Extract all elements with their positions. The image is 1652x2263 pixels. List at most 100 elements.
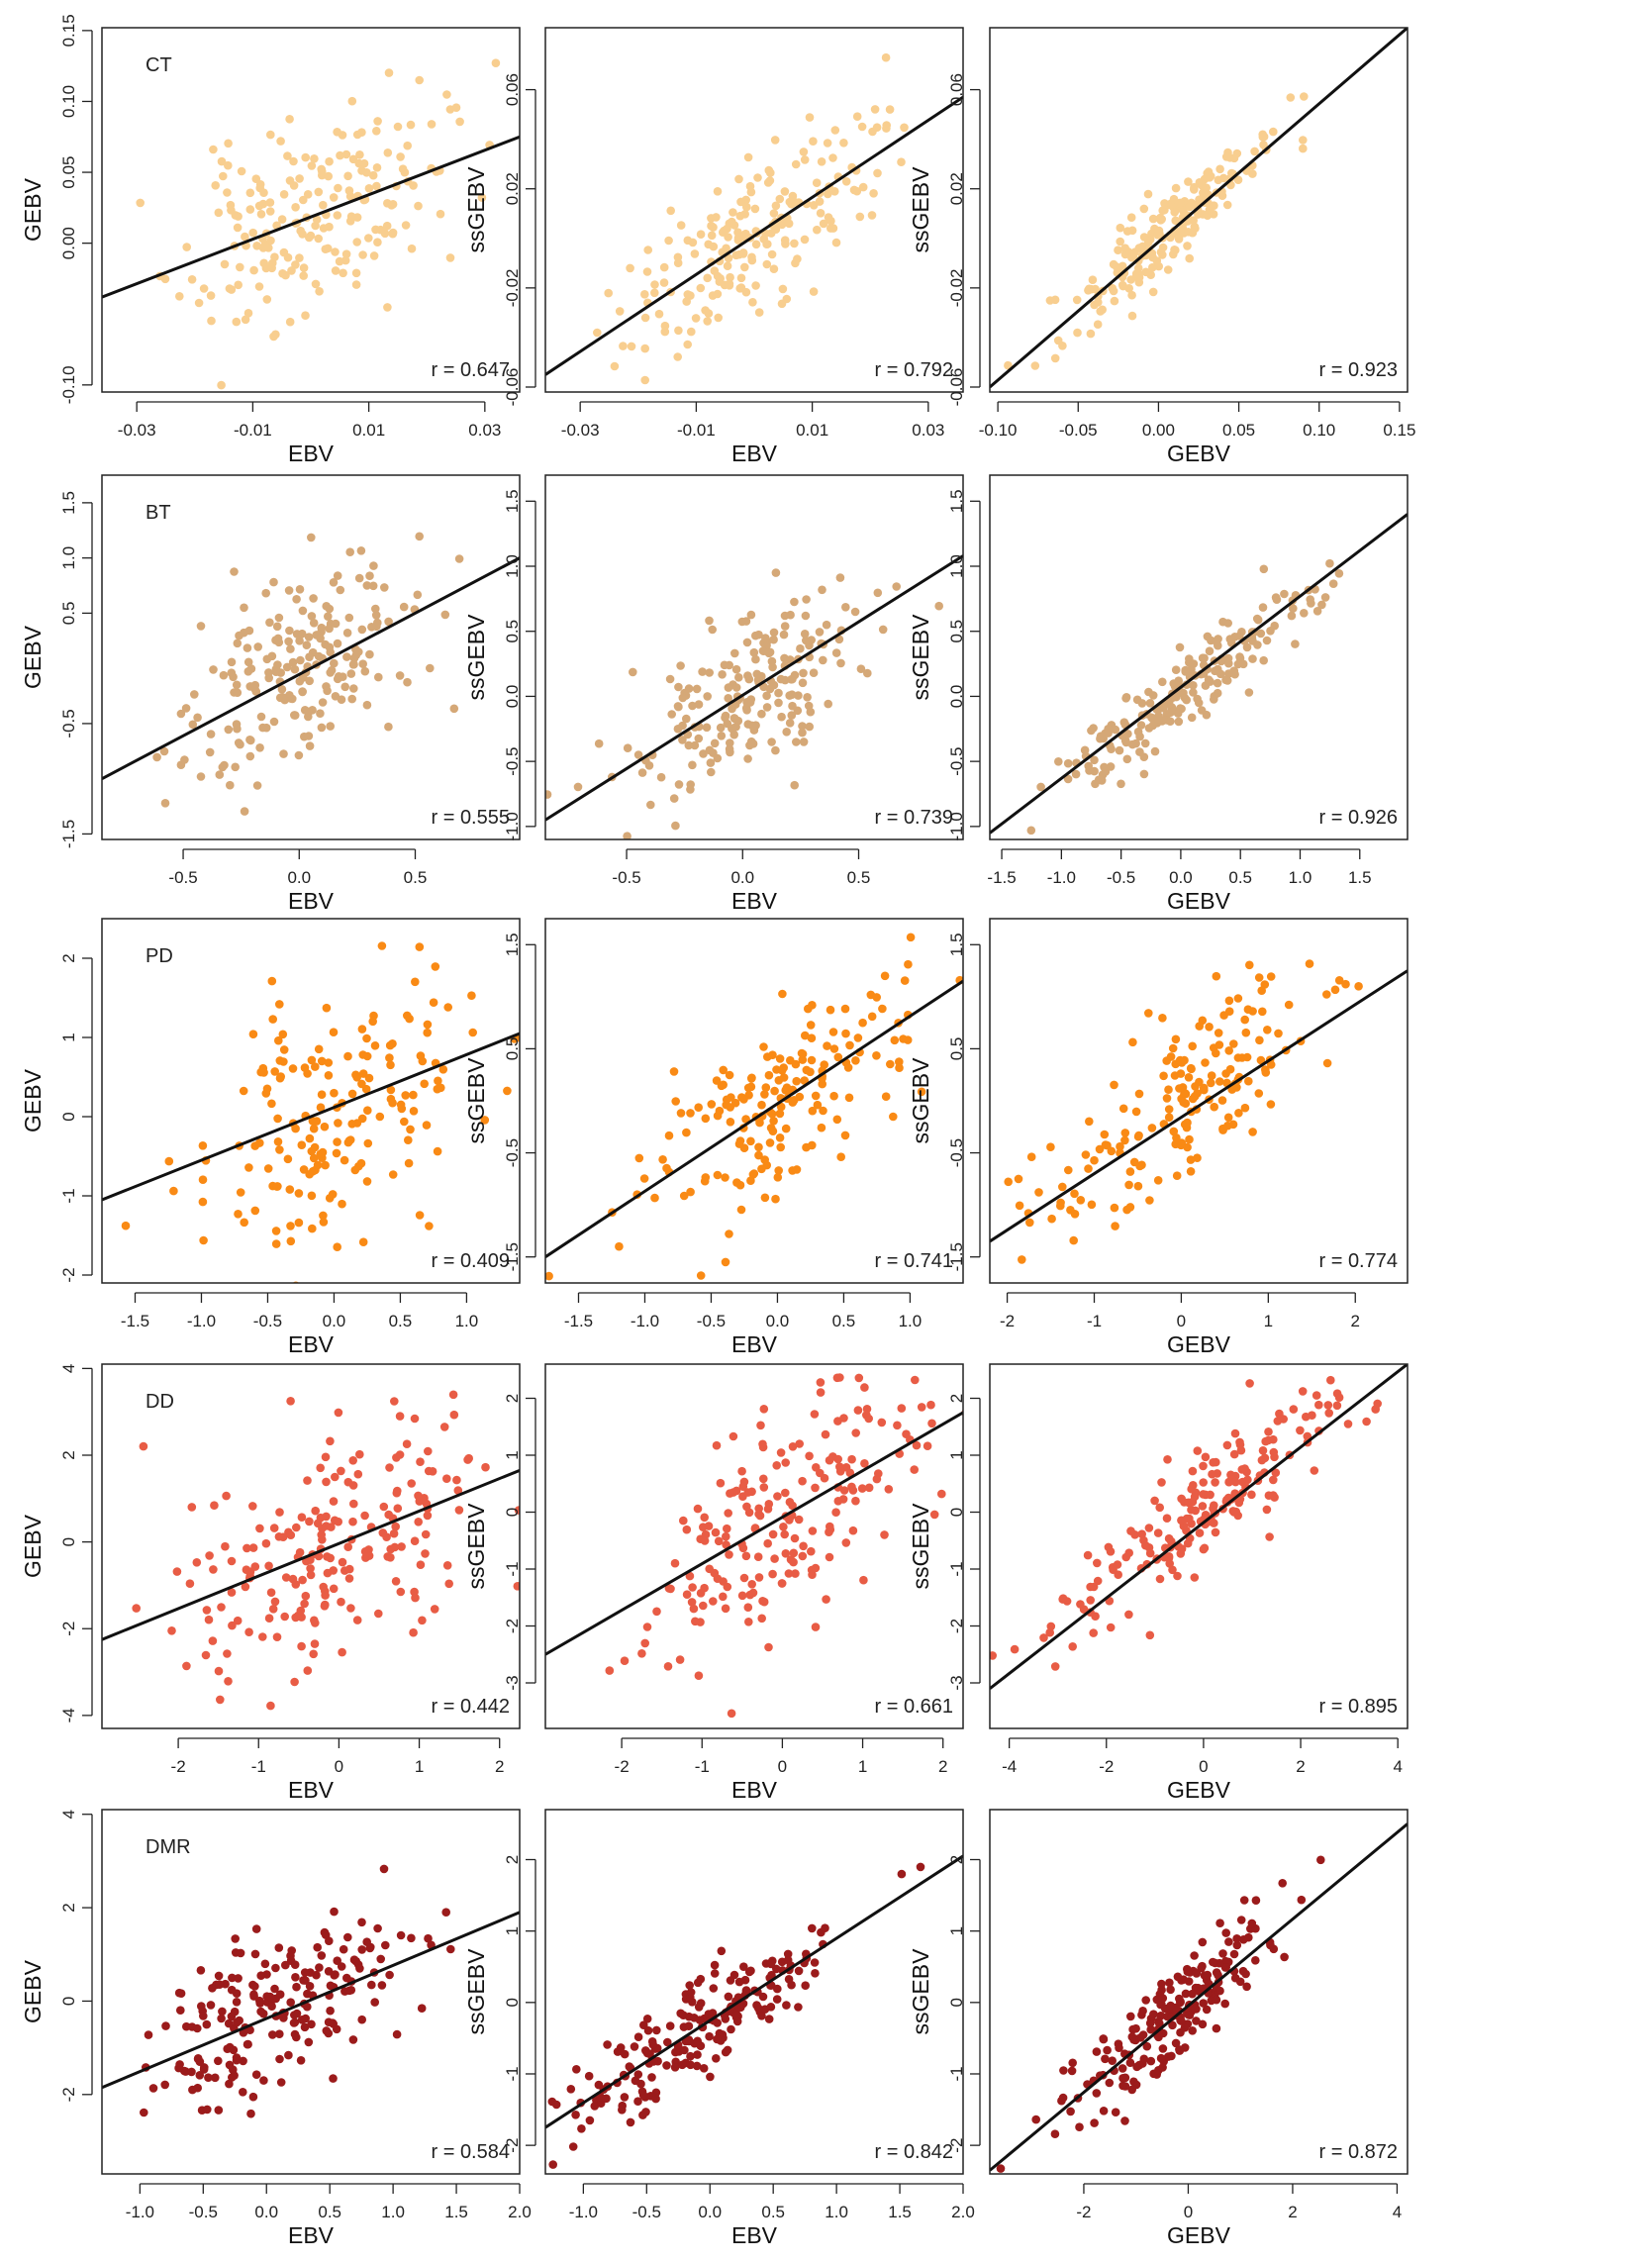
data-point [255,1524,264,1533]
data-point [276,137,285,146]
data-point [1198,2019,1208,2029]
data-point [1118,1104,1128,1114]
data-point [1153,1528,1163,1537]
data-point [1093,320,1103,330]
data-point [698,667,707,676]
data-point [1143,189,1153,199]
data-point [754,1150,763,1160]
data-point [298,1575,307,1585]
data-point [1323,1401,1333,1410]
data-point [440,610,450,620]
data-point [362,168,371,177]
data-point [1126,275,1135,284]
data-point [791,159,801,169]
plot-frame [989,474,1409,840]
data-point [693,1504,703,1514]
data-point [1175,2046,1185,2055]
data-point [227,206,236,215]
data-point [180,755,189,764]
data-point [669,794,679,803]
data-point [877,1418,887,1427]
data-point [442,90,451,99]
data-point [771,568,781,577]
data-point [370,1041,380,1050]
data-point [270,1597,280,1607]
data-point [215,1980,225,1989]
data-point [1075,2122,1084,2131]
data-point [352,238,362,246]
data-point [693,2036,702,2046]
data-point [216,1695,225,1705]
data-point [416,1560,426,1569]
data-point [161,2021,170,2030]
data-point [809,668,819,677]
data-point [839,139,848,148]
data-point [297,1613,306,1622]
data-point [1025,1218,1034,1228]
data-point [309,1153,319,1163]
panel-ct-gebv-vs-ebv: -0.03 -0.01 0.01 0.03-0.100.000.050.100.15E… [20,14,521,466]
data-point [696,1271,706,1280]
data-point [824,189,832,199]
data-point [305,1517,314,1526]
data-point [710,1568,720,1578]
data-point [885,105,895,114]
data-point [692,2061,702,2071]
data-point [233,639,243,648]
data-point [1222,1440,1232,1450]
data-point [326,1436,335,1446]
data-point [794,1515,804,1525]
data-point [409,1107,419,1116]
data-point [1248,654,1257,663]
data-point [726,1489,734,1498]
data-point [743,1488,752,1497]
data-point [1212,1995,1221,2005]
data-point [335,256,344,266]
data-point [1221,152,1231,161]
data-point [201,1650,211,1660]
data-point [373,117,382,126]
panel-bt-ssgebv-vs-ebv: -0.5 0.0 0.5-1.0-0.50.00.51.01.5EBVssGEBVr… [463,474,964,914]
data-point [729,1431,738,1441]
y-tick-label: -0.5 [503,1138,522,1167]
data-point [1095,1144,1105,1154]
data-point [329,1584,339,1594]
data-point [155,1291,164,1300]
data-point [275,1990,285,1999]
data-point [397,1542,406,1551]
data-point [1104,729,1113,738]
data-point [415,532,425,541]
data-point [236,739,244,749]
data-point [718,670,727,679]
x-axis-label: EBV [288,441,335,466]
data-point [711,1527,721,1537]
data-point [362,1177,372,1186]
data-point [285,1185,295,1194]
data-point [551,2100,561,2110]
data-point [1056,1201,1065,1211]
x-tick-label: -2 [1000,1312,1015,1330]
data-point [206,2001,216,2010]
data-point [423,1028,433,1037]
data-point [724,1992,733,2002]
data-point [707,231,717,241]
data-point [421,1529,431,1539]
data-point [723,2045,732,2055]
data-point [90,2082,99,2091]
data-point [785,197,795,207]
data-point [872,1474,882,1484]
data-point [702,723,712,733]
panel-dmr-gebv-vs-ebv: -1.0 -0.5 0.0 0.5 1.0 1.5 2.0-2024EBVGEBVDMRr … [20,1809,532,2248]
data-point [730,1098,740,1108]
data-point [1166,2001,1175,2011]
data-point [298,606,308,616]
data-point [204,1615,214,1624]
data-point [1068,2058,1077,2068]
data-point [704,1522,714,1530]
data-point [770,1086,779,1096]
data-point [303,2002,312,2012]
data-point [347,1120,357,1129]
data-point [214,1971,224,1981]
data-point [584,2071,594,2081]
data-point [296,226,306,236]
